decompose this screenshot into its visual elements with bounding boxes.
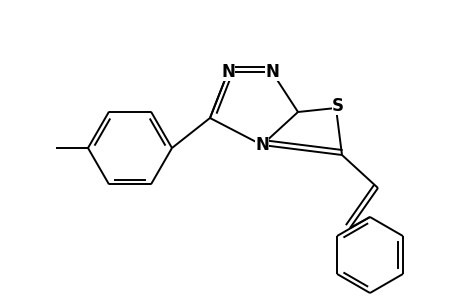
Text: S: S: [331, 97, 343, 115]
Text: N: N: [254, 136, 269, 154]
Text: N: N: [264, 63, 278, 81]
Text: N: N: [221, 63, 235, 81]
